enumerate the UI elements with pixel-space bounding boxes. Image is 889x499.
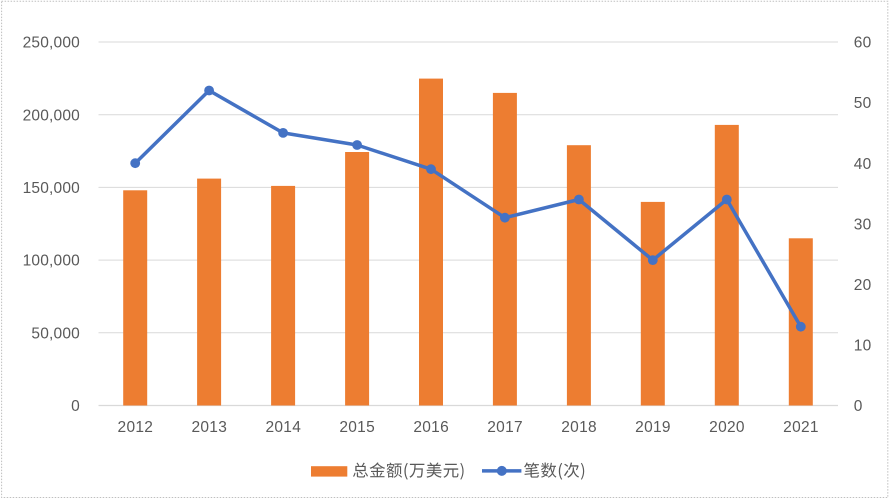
svg-text:150,000: 150,000: [23, 180, 81, 197]
svg-text:2013: 2013: [191, 419, 227, 436]
svg-text:60: 60: [854, 35, 872, 52]
svg-text:30: 30: [854, 216, 872, 233]
svg-text:40: 40: [854, 156, 872, 173]
svg-text:2019: 2019: [635, 419, 671, 436]
svg-text:250,000: 250,000: [23, 35, 81, 52]
svg-text:20: 20: [854, 277, 872, 294]
svg-text:50: 50: [854, 95, 872, 112]
svg-text:10: 10: [854, 338, 872, 355]
svg-text:2016: 2016: [413, 419, 449, 436]
svg-text:2021: 2021: [783, 419, 819, 436]
svg-text:2017: 2017: [487, 419, 523, 436]
svg-text:2018: 2018: [561, 419, 597, 436]
svg-text:2015: 2015: [339, 419, 375, 436]
svg-text:0: 0: [71, 398, 80, 415]
svg-text:200,000: 200,000: [23, 107, 81, 124]
svg-text:50,000: 50,000: [31, 325, 80, 342]
svg-text:2014: 2014: [265, 419, 301, 436]
svg-text:100,000: 100,000: [23, 253, 81, 270]
svg-text:2012: 2012: [118, 419, 154, 436]
svg-text:0: 0: [854, 398, 863, 415]
svg-text:2020: 2020: [709, 419, 745, 436]
